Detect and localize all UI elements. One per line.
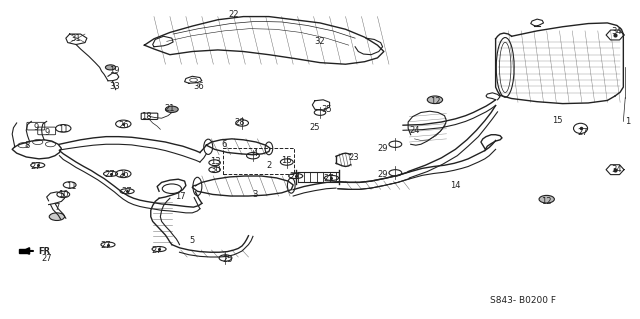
Bar	[223, 148, 294, 174]
Text: 11: 11	[58, 125, 68, 134]
Text: 34: 34	[612, 27, 622, 36]
Text: 4: 4	[252, 149, 257, 158]
Text: 27: 27	[122, 187, 132, 197]
Text: S843- B0200 F: S843- B0200 F	[490, 296, 556, 305]
Text: 27: 27	[152, 246, 163, 255]
Text: 12: 12	[541, 197, 552, 206]
Text: 30: 30	[210, 165, 221, 174]
Text: 9: 9	[44, 128, 49, 137]
Text: 24: 24	[409, 126, 420, 135]
Text: 26: 26	[118, 170, 129, 179]
Text: 12: 12	[429, 97, 440, 106]
Circle shape	[166, 106, 178, 113]
Circle shape	[428, 96, 443, 104]
Text: 8: 8	[25, 141, 30, 150]
Text: 31: 31	[71, 34, 81, 43]
Text: 29: 29	[378, 144, 388, 153]
Text: 10: 10	[58, 190, 68, 199]
Text: 32: 32	[315, 38, 325, 47]
Text: 17: 17	[175, 191, 186, 201]
Text: 3: 3	[252, 190, 257, 199]
Text: 6: 6	[221, 140, 227, 149]
Text: 27: 27	[100, 241, 111, 250]
Text: 27: 27	[104, 170, 115, 179]
Text: 28: 28	[235, 117, 246, 127]
Text: 13: 13	[210, 157, 221, 166]
Text: 27: 27	[42, 254, 52, 263]
Text: 27: 27	[578, 128, 588, 137]
Circle shape	[49, 213, 65, 220]
Circle shape	[106, 65, 116, 70]
Text: 14: 14	[450, 181, 461, 190]
Text: 29: 29	[378, 170, 388, 179]
Text: 27: 27	[289, 173, 300, 182]
Text: 19: 19	[109, 66, 120, 75]
Text: 36: 36	[193, 82, 204, 91]
Text: 9: 9	[33, 123, 38, 132]
Text: 11: 11	[66, 182, 76, 191]
Text: 15: 15	[552, 116, 563, 125]
Text: 16: 16	[282, 156, 292, 165]
Polygon shape	[19, 249, 28, 253]
Text: 25: 25	[222, 255, 233, 264]
FancyArrowPatch shape	[24, 248, 33, 254]
Text: 1: 1	[625, 117, 630, 126]
Text: 35: 35	[321, 105, 332, 114]
Text: 22: 22	[228, 11, 239, 19]
Text: 33: 33	[109, 82, 120, 91]
Text: 25: 25	[310, 122, 320, 132]
Text: 26: 26	[118, 121, 129, 130]
Text: 23: 23	[348, 153, 358, 162]
Text: 27: 27	[31, 162, 41, 171]
Text: FR: FR	[38, 247, 50, 256]
Circle shape	[539, 196, 554, 203]
Text: 7: 7	[54, 203, 60, 212]
Text: 27: 27	[324, 174, 334, 183]
Text: 21: 21	[164, 104, 175, 113]
Text: 5: 5	[189, 236, 195, 245]
Text: 2: 2	[266, 161, 271, 170]
Text: 34: 34	[612, 165, 622, 174]
Text: 18: 18	[141, 112, 152, 121]
